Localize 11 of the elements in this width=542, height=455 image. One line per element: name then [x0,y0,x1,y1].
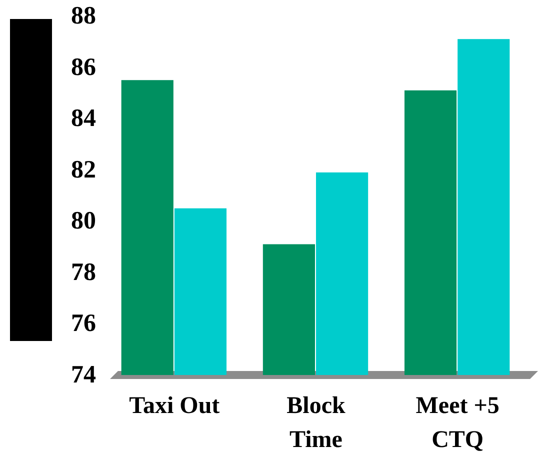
y-tick-label: 84 [71,105,96,132]
x-tick-label: Taxi Out [129,393,220,419]
y-tick-label: 80 [71,208,96,235]
y-tick-label: 86 [71,54,96,81]
x-tick-label: Block Time [286,393,346,453]
y-tick-label: 78 [71,258,96,286]
x-tick-label: Meet +5 CTQ [416,393,500,453]
y-tick-label: 74 [71,362,96,388]
y-tick-label: 82 [71,156,96,184]
y-tick-label: 88 [71,2,96,30]
y-tick-label: 76 [71,310,96,338]
